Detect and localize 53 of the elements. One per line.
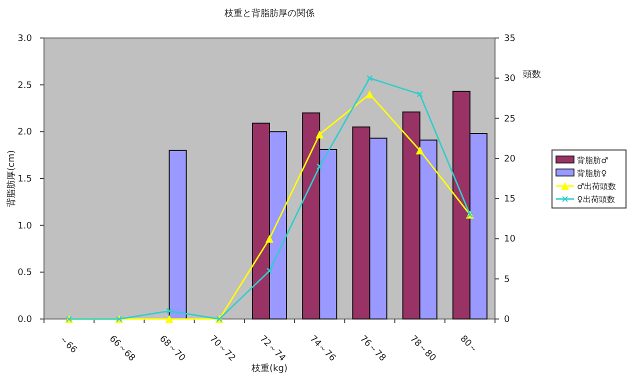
point	[266, 234, 274, 243]
bar	[252, 122, 270, 320]
bar	[352, 126, 370, 320]
bar	[319, 148, 338, 320]
y2-tick-label: 5	[504, 274, 510, 285]
x-tick-label: 78～80	[408, 334, 438, 364]
point	[366, 90, 374, 98]
point	[366, 75, 373, 82]
x-tick-label: 66～68	[107, 334, 137, 364]
point	[266, 268, 273, 274]
x-tick-label: 76～78	[358, 334, 388, 364]
y-tick-label: 1.0	[18, 221, 32, 232]
x-tick-label: 72～74	[257, 334, 288, 364]
y2-tick-label: 15	[504, 194, 516, 205]
bar	[452, 90, 470, 320]
legend-label: ♀出荷頭数	[577, 195, 615, 204]
bar	[269, 131, 288, 320]
y2-tick-label: 35	[504, 34, 516, 44]
chart-title: 枝重と背脂肪厚の関係	[224, 8, 314, 19]
x-tick-label: 80～	[458, 334, 480, 356]
x-tick-label: ～66	[56, 334, 79, 356]
bar	[369, 138, 388, 320]
bar	[469, 133, 488, 320]
legend-label: 背脂肪♀	[577, 169, 607, 178]
y-tick-label: 2.5	[18, 80, 32, 91]
point	[416, 91, 423, 98]
point	[165, 315, 174, 323]
y-tick-label: 1.5	[18, 174, 32, 184]
legend-label: ♂出荷頭数	[577, 182, 616, 191]
point	[316, 130, 324, 138]
x-tick-label: 74～76	[307, 334, 338, 364]
y2-axis-title: 頭数	[523, 69, 541, 80]
y-tick-label: 0.0	[18, 315, 32, 325]
y2-tick-label: 30	[504, 74, 516, 84]
point	[416, 146, 424, 154]
y-tick-label: 2.0	[18, 128, 32, 138]
bar	[302, 112, 320, 320]
x-tick-label: 70～72	[207, 334, 237, 364]
y-axis-title: 背脂肪厚(cm)	[6, 150, 17, 207]
x-tick-label: 68～70	[157, 334, 187, 364]
x-axis-title: 枝重(kg)	[250, 363, 288, 374]
y2-tick-label: 25	[504, 114, 516, 124]
y2-tick-label: 0	[504, 315, 510, 325]
point	[316, 163, 323, 170]
y-tick-label: 0.5	[18, 268, 32, 278]
legend-label: 背脂肪♂	[577, 156, 608, 165]
bar	[419, 140, 438, 320]
point	[166, 308, 172, 314]
y2-tick-label: 10	[504, 234, 516, 245]
bar	[402, 111, 420, 320]
y-tick-label: 3.0	[18, 34, 32, 44]
bar	[168, 150, 187, 320]
y2-tick-label: 20	[504, 154, 516, 164]
